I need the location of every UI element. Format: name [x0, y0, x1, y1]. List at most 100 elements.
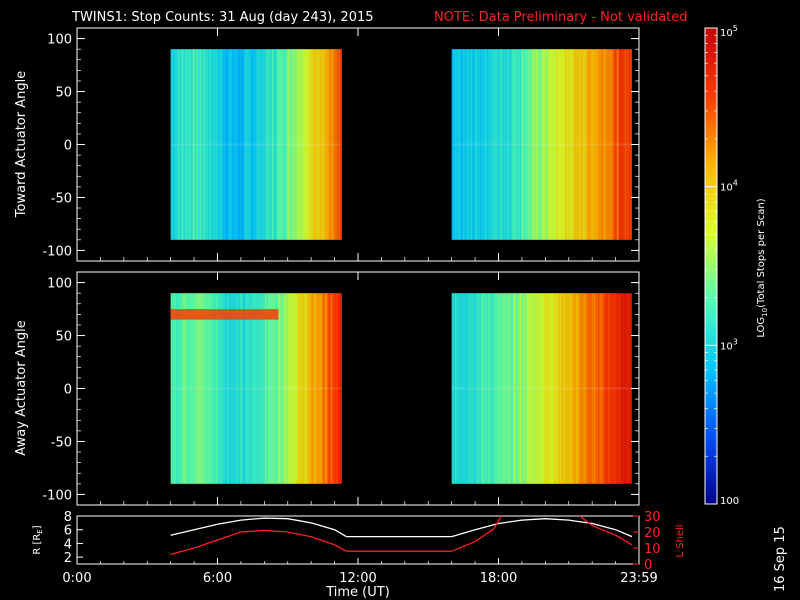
heatmap-column	[601, 49, 603, 240]
heatmap-column	[526, 49, 528, 240]
heatmap-column	[520, 49, 522, 240]
heatmap-column	[193, 49, 195, 240]
heatmap-column	[177, 293, 179, 484]
heatmap-column	[304, 49, 306, 240]
heatmap-column	[246, 49, 248, 240]
heatmap-column	[280, 293, 282, 484]
heatmap-column	[307, 293, 309, 484]
heatmap-column	[297, 293, 299, 484]
heatmap-column	[263, 293, 265, 484]
heatmap-column	[190, 49, 192, 240]
heatmap-column	[293, 49, 295, 240]
heatmap-column	[279, 49, 281, 240]
heatmap-column	[626, 293, 628, 484]
heatmap-column	[487, 293, 489, 484]
heatmap-column	[206, 293, 208, 484]
heatmap-zero-line	[170, 387, 342, 390]
heatmap-column	[208, 49, 210, 240]
heatmap-column	[338, 293, 340, 484]
lshell-tick-label: 30	[644, 510, 661, 525]
heatmap-column	[470, 293, 472, 484]
heatmap-column	[318, 293, 320, 484]
heatmap-column	[184, 49, 186, 240]
heatmap-column	[531, 49, 533, 240]
heatmap-column	[613, 293, 615, 484]
heatmap-column	[275, 293, 277, 484]
heatmap-column	[617, 49, 619, 240]
heatmap-column	[317, 49, 319, 240]
heatmap-column	[542, 293, 544, 484]
heatmap-column	[217, 49, 219, 240]
colorbar-ticks: 105 104 103 100	[705, 24, 739, 507]
heatmap-column	[196, 49, 198, 240]
heatmap-column	[572, 49, 574, 240]
heatmap-column	[181, 49, 183, 240]
heatmap-column	[500, 293, 502, 484]
heatmap-column	[493, 293, 495, 484]
heatmap-column	[452, 293, 454, 484]
heatmap-column	[254, 49, 256, 240]
heatmap-column	[611, 49, 613, 240]
heatmap-column	[297, 49, 299, 240]
heatmap-column	[337, 49, 339, 240]
heatmap-column	[609, 293, 611, 484]
heatmap-column	[337, 293, 339, 484]
heatmap-column	[491, 49, 493, 240]
heatmap-column	[592, 293, 594, 484]
away-heatmap-blocks	[170, 293, 632, 484]
heatmap-column	[470, 49, 472, 240]
heatmap-column	[181, 293, 183, 484]
heatmap-column	[615, 293, 617, 484]
heatmap-column	[495, 293, 497, 484]
heatmap-column	[219, 49, 221, 240]
heatmap-column	[208, 293, 210, 484]
heatmap-column	[222, 293, 224, 484]
heatmap-column	[207, 49, 209, 240]
heatmap-column	[462, 49, 464, 240]
heatmap-column	[622, 293, 624, 484]
lshell-axis-label: L Shell	[675, 524, 686, 557]
heatmap-column	[469, 49, 471, 240]
heatmap-column	[198, 49, 200, 240]
heatmap-column	[583, 49, 585, 240]
heatmap-column	[532, 293, 534, 484]
heatmap-column	[306, 293, 308, 484]
heatmap-column	[547, 293, 549, 484]
heatmap-column	[313, 293, 315, 484]
heatmap-column	[617, 293, 619, 484]
heatmap-column	[327, 49, 329, 240]
heatmap-column	[281, 293, 283, 484]
heatmap-column	[575, 49, 577, 240]
heatmap-column	[272, 49, 274, 240]
heatmap-column	[628, 49, 630, 240]
heatmap-column	[319, 293, 321, 484]
heatmap-column	[606, 293, 608, 484]
heatmap-column	[245, 49, 247, 240]
heatmap-column	[535, 49, 537, 240]
heatmap-column	[467, 49, 469, 240]
heatmap-column	[590, 293, 592, 484]
y-tick-label: 50	[55, 330, 72, 345]
heatmap-column	[474, 49, 476, 240]
heatmap-column	[522, 49, 524, 240]
heatmap-column	[603, 49, 605, 240]
heatmap-column	[528, 293, 530, 484]
heatmap-column	[240, 293, 242, 484]
heatmap-column	[225, 49, 227, 240]
heatmap-column	[514, 293, 516, 484]
heatmap-column	[250, 293, 252, 484]
heatmap-column	[488, 49, 490, 240]
x-tick-label: 12:00	[339, 571, 376, 586]
heatmap-column	[326, 49, 328, 240]
heatmap-column	[599, 49, 601, 240]
heatmap-column	[270, 49, 272, 240]
heatmap-column	[620, 293, 622, 484]
heatmap-column	[265, 293, 267, 484]
heatmap-column	[578, 293, 580, 484]
heatmap-column	[171, 49, 173, 240]
heatmap-column	[207, 293, 209, 484]
heatmap-column	[308, 49, 310, 240]
heatmap-column	[204, 293, 206, 484]
chart-title: TWINS1: Stop Counts: 31 Aug (day 243), 2…	[71, 10, 374, 25]
